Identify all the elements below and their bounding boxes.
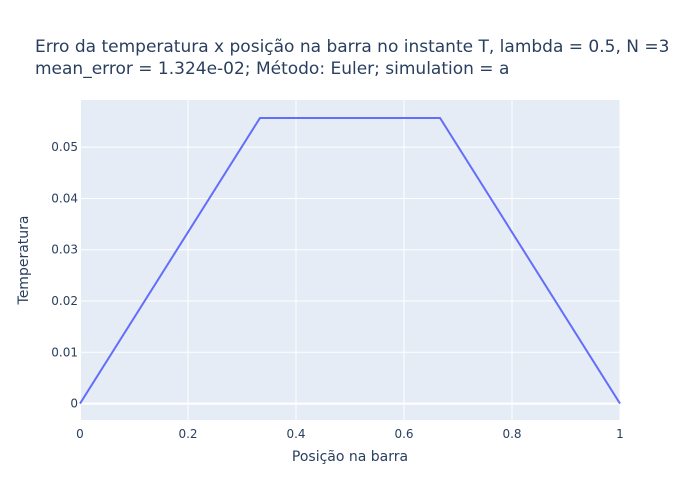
series-layer bbox=[79, 116, 621, 405]
x-tick-label: 1 bbox=[616, 427, 624, 441]
grid-lines bbox=[80, 100, 621, 420]
x-axis-ticks: 0 0.2 0.4 0.6 0.8 1 bbox=[76, 427, 624, 441]
x-tick-label: 0.6 bbox=[394, 427, 413, 441]
y-tick-label: 0.01 bbox=[51, 345, 78, 359]
y-tick-label: 0.02 bbox=[51, 294, 78, 308]
x-tick-label: 0 bbox=[76, 427, 84, 441]
x-tick-label: 0.8 bbox=[502, 427, 521, 441]
chart-title-line-1: Erro da temperatura x posição na barra n… bbox=[35, 37, 669, 57]
chart-title-line-2: mean_error = 1.324e-02; Método: Euler; s… bbox=[35, 59, 509, 79]
x-tick-label: 0.4 bbox=[286, 427, 305, 441]
y-axis-title: Temperatura bbox=[16, 216, 32, 306]
y-tick-label: 0.05 bbox=[51, 140, 78, 154]
x-tick-label: 0.2 bbox=[178, 427, 197, 441]
y-axis-ticks: 0 0.01 0.02 0.03 0.04 0.05 bbox=[51, 140, 78, 410]
zero-lines bbox=[79, 100, 620, 420]
y-tick-label: 0.04 bbox=[51, 191, 78, 205]
plot-area bbox=[80, 100, 620, 420]
y-tick-label: 0 bbox=[70, 397, 78, 411]
x-axis-title: Posição na barra bbox=[292, 449, 408, 465]
y-tick-label: 0.03 bbox=[51, 243, 78, 257]
series-line bbox=[79, 116, 621, 405]
